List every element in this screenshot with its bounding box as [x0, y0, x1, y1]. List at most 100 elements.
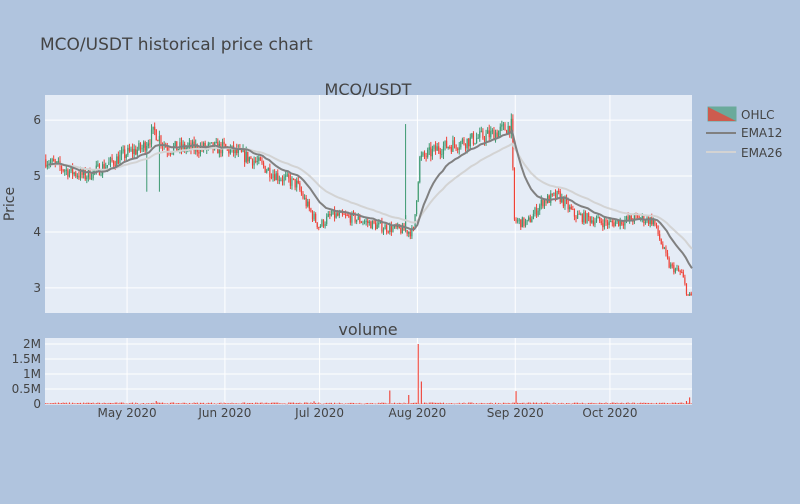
volume-bars[interactable] — [45, 344, 692, 405]
candle-up[interactable] — [670, 264, 672, 268]
volume-bar[interactable] — [324, 403, 326, 404]
volume-bar[interactable] — [70, 403, 72, 405]
volume-bar[interactable] — [382, 402, 385, 404]
candle-up[interactable] — [122, 149, 124, 152]
volume-bar[interactable] — [472, 403, 474, 404]
volume-bar[interactable] — [359, 402, 361, 404]
volume-bar[interactable] — [218, 402, 220, 404]
candle-up[interactable] — [365, 220, 367, 222]
volume-bar[interactable] — [239, 403, 241, 404]
candle-down[interactable] — [111, 157, 113, 162]
volume-bar[interactable] — [379, 403, 381, 404]
volume-bar[interactable] — [203, 402, 205, 404]
volume-bar[interactable] — [630, 403, 632, 404]
volume-bar[interactable] — [261, 402, 263, 404]
volume-bar[interactable] — [558, 403, 560, 404]
volume-bar[interactable] — [393, 402, 396, 404]
volume-bar[interactable] — [657, 403, 659, 405]
candle-up[interactable] — [564, 198, 566, 207]
candle-down[interactable] — [515, 219, 517, 222]
candle-up[interactable] — [427, 149, 429, 157]
candle-down[interactable] — [45, 159, 47, 167]
volume-bar[interactable] — [464, 403, 467, 404]
volume-bar[interactable] — [605, 402, 607, 404]
volume-bar[interactable] — [149, 403, 151, 404]
volume-bar[interactable] — [595, 403, 598, 405]
candle-up[interactable] — [357, 216, 359, 220]
candle-down[interactable] — [573, 209, 576, 217]
candle-up[interactable] — [90, 178, 93, 180]
candle-up[interactable] — [95, 165, 97, 171]
volume-bar[interactable] — [397, 403, 399, 404]
volume-bar[interactable] — [515, 391, 517, 404]
volume-bar[interactable] — [543, 402, 546, 404]
volume-bar[interactable] — [625, 402, 628, 404]
candle-down[interactable] — [117, 156, 119, 164]
volume-bar[interactable] — [425, 402, 427, 404]
candle-up[interactable] — [51, 159, 53, 162]
volume-bar[interactable] — [512, 402, 514, 404]
volume-bar[interactable] — [193, 402, 195, 404]
candle-down[interactable] — [565, 198, 568, 201]
candle-up[interactable] — [174, 141, 176, 147]
volume-bar[interactable] — [196, 402, 198, 404]
candle-up[interactable] — [401, 225, 404, 234]
candle-down[interactable] — [542, 199, 544, 207]
candle-down[interactable] — [662, 244, 664, 249]
volume-bar[interactable] — [51, 403, 53, 404]
volume-bar[interactable] — [442, 402, 445, 404]
volume-bar[interactable] — [674, 402, 676, 404]
volume-bar[interactable] — [171, 402, 173, 404]
candle-up[interactable] — [64, 170, 66, 172]
candle-up[interactable] — [436, 146, 438, 151]
volume-bar[interactable] — [476, 403, 478, 404]
candle-up[interactable] — [649, 217, 651, 224]
volume-bar[interactable] — [433, 402, 435, 404]
volume-bar[interactable] — [449, 403, 451, 404]
volume-bar[interactable] — [124, 403, 126, 405]
candle-down[interactable] — [72, 166, 74, 175]
volume-bar[interactable] — [157, 402, 159, 404]
volume-bar[interactable] — [648, 402, 650, 404]
candle-up[interactable] — [419, 157, 421, 183]
candle-up[interactable] — [79, 170, 82, 178]
candle-up[interactable] — [209, 142, 211, 144]
candle-down[interactable] — [89, 169, 91, 180]
volume-bar[interactable] — [315, 402, 317, 404]
volume-bar[interactable] — [491, 403, 493, 404]
volume-bar[interactable] — [384, 402, 386, 404]
volume-bar[interactable] — [689, 397, 691, 404]
candle-up[interactable] — [420, 155, 422, 158]
candle-down[interactable] — [520, 219, 522, 228]
candle-up[interactable] — [152, 126, 154, 130]
candle-up[interactable] — [624, 219, 626, 226]
candle-up[interactable] — [188, 142, 190, 146]
volume-bar[interactable] — [643, 402, 645, 404]
volume-bar[interactable] — [652, 403, 654, 405]
volume-bar[interactable] — [613, 402, 615, 404]
candle-down[interactable] — [592, 220, 594, 225]
volume-bar[interactable] — [529, 402, 531, 404]
candle-down[interactable] — [124, 149, 126, 159]
volume-bar[interactable] — [479, 403, 481, 404]
volume-bar[interactable] — [553, 402, 555, 404]
volume-bar[interactable] — [504, 402, 506, 404]
candle-down[interactable] — [250, 157, 252, 159]
volume-bar[interactable] — [81, 403, 83, 405]
volume-bar[interactable] — [291, 402, 293, 404]
candle-down[interactable] — [62, 169, 64, 172]
volume-bar[interactable] — [214, 403, 216, 404]
candle-up[interactable] — [319, 225, 321, 228]
volume-bar[interactable] — [61, 403, 63, 404]
volume-bar[interactable] — [75, 403, 77, 404]
candle-down[interactable] — [315, 213, 317, 223]
volume-bar[interactable] — [499, 403, 501, 404]
volume-bar[interactable] — [54, 402, 56, 404]
ema12-line[interactable] — [48, 129, 693, 269]
candle-up[interactable] — [594, 221, 596, 225]
volume-bar[interactable] — [259, 402, 261, 404]
volume-bar[interactable] — [120, 402, 123, 404]
volume-bar[interactable] — [191, 403, 194, 404]
volume-bar[interactable] — [207, 402, 209, 404]
volume-bar[interactable] — [506, 403, 508, 404]
